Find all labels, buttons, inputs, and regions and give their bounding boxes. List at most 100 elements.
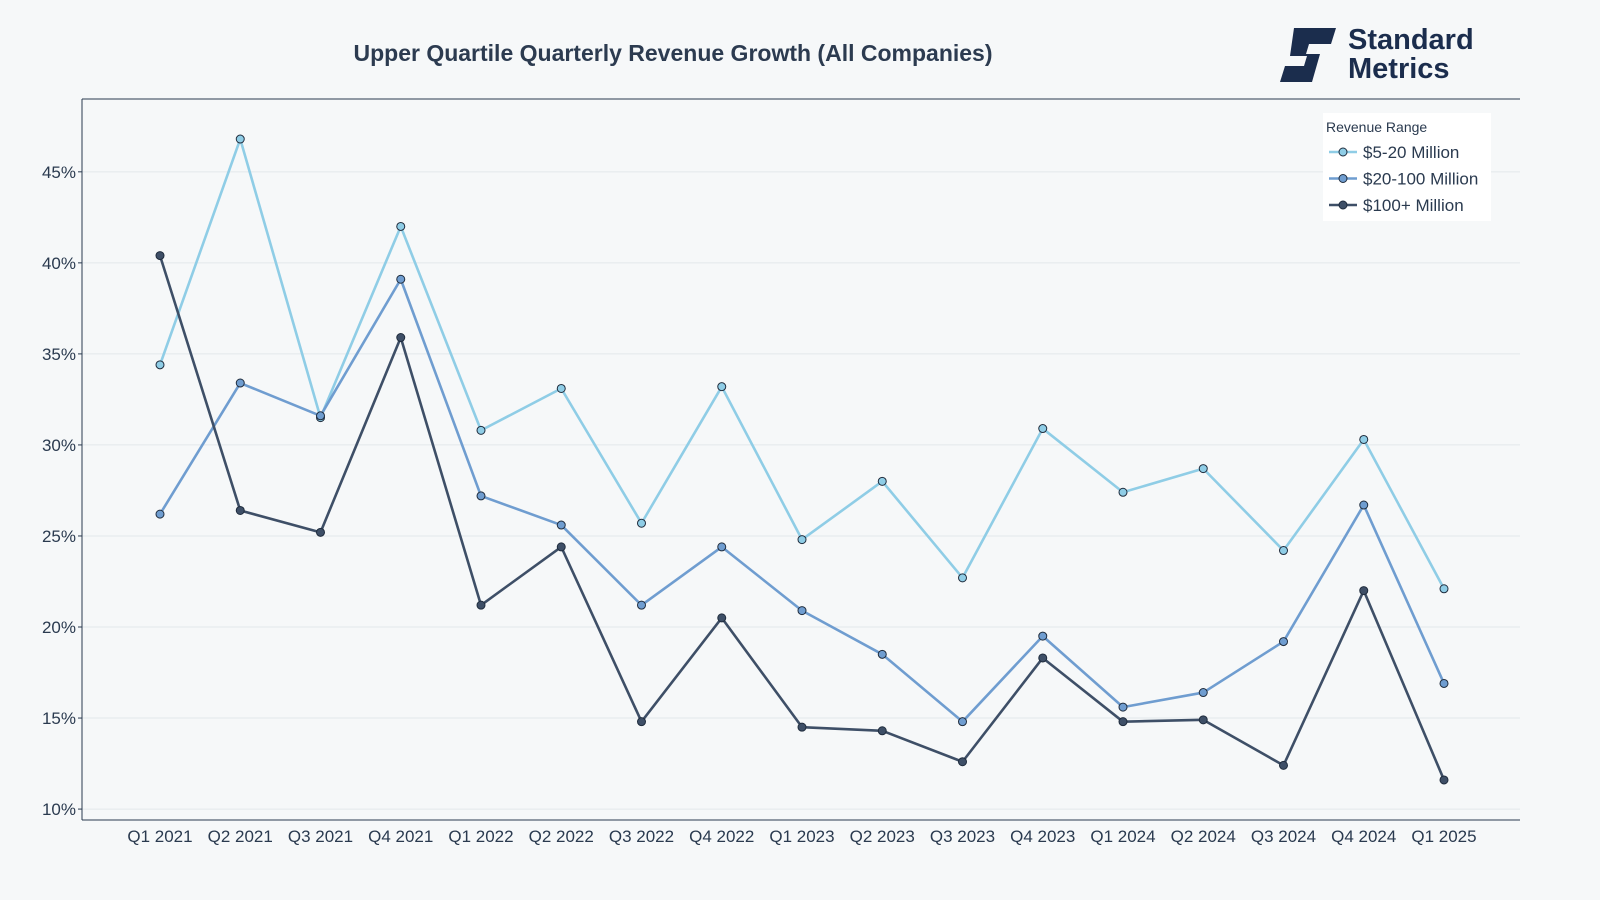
x-axis-ticks: Q1 2021 Q2 2021 Q3 2021 Q4 2021 Q1 2022 Q2 20… [127,827,1476,846]
legend-label: $5-20 Million [1363,143,1459,162]
y-tick-label: 25% [42,527,76,546]
data-point[interactable] [396,221,406,231]
data-point[interactable] [958,573,967,583]
legend-swatch-marker [1338,147,1348,157]
data-point[interactable] [877,726,887,736]
legend-box [1323,113,1491,221]
legend-title: Revenue Range [1326,119,1427,135]
x-tick-label: Q2 2023 [850,827,915,846]
series-2 [155,274,1449,727]
data-point[interactable] [155,251,165,261]
x-tick-label: Q1 2022 [448,827,513,846]
legend-item[interactable]: $20-100 Million [1329,170,1478,189]
x-tick-label: Q2 2022 [529,827,594,846]
data-point[interactable] [556,383,566,393]
legend-swatch-marker [1338,174,1348,183]
data-point[interactable] [1038,424,1048,434]
data-point[interactable] [877,649,887,659]
x-tick-label: Q4 2024 [1331,827,1396,846]
x-tick-label: Q1 2024 [1090,827,1155,846]
x-tick-label: Q3 2023 [930,827,995,846]
data-point[interactable] [1198,688,1208,698]
data-point[interactable] [1198,464,1208,474]
data-point[interactable] [1198,715,1208,725]
brand-wordmark: Standard Metrics [1348,26,1474,84]
data-point[interactable] [316,411,325,421]
data-point[interactable] [396,333,406,343]
x-tick-label: Q1 2023 [769,827,834,846]
y-tick-label: 45% [42,163,76,182]
data-point[interactable] [476,425,486,435]
data-point[interactable] [1279,760,1288,770]
legend-label: $20-100 Million [1363,170,1478,189]
data-point[interactable] [1439,678,1449,688]
data-point[interactable] [717,542,727,552]
series-line [158,277,1446,723]
data-point[interactable] [1439,775,1449,785]
legend-item[interactable]: $100+ Million [1329,196,1464,215]
x-tick-label: Q3 2022 [609,827,674,846]
y-tick-label: 15% [42,709,76,728]
data-point[interactable] [637,717,646,727]
y-tick-label: 35% [42,345,76,364]
x-tick-label: Q1 2021 [127,827,192,846]
data-point[interactable] [637,600,646,610]
chart-title: Upper Quartile Quarterly Revenue Growth … [353,40,993,66]
data-point[interactable] [1359,434,1369,444]
y-tick-label: 40% [42,254,76,273]
y-tick-label: 20% [42,618,76,637]
data-point[interactable] [235,134,245,144]
data-point[interactable] [637,518,646,528]
data-point[interactable] [717,613,727,623]
data-point[interactable] [797,535,807,545]
x-tick-label: Q4 2023 [1010,827,1075,846]
data-point[interactable] [1439,584,1449,594]
data-point[interactable] [877,476,887,486]
brand-name-line-2: Metrics [1348,53,1450,85]
legend[interactable]: Revenue Range $5-20 Million $20-100 Millio… [1323,113,1491,221]
data-point[interactable] [155,360,165,370]
data-point[interactable] [476,600,486,610]
data-point[interactable] [1279,637,1288,647]
data-point[interactable] [556,542,566,552]
data-point[interactable] [316,527,325,537]
y-tick-label: 10% [42,800,76,819]
data-point[interactable] [1118,717,1128,727]
data-point[interactable] [235,378,245,388]
data-point[interactable] [1359,586,1369,596]
x-tick-label: Q4 2022 [689,827,754,846]
data-point[interactable] [556,520,566,530]
gridlines [82,171,1520,810]
data-point[interactable] [235,505,245,515]
data-point[interactable] [1279,546,1288,556]
data-point[interactable] [797,722,807,732]
data-point[interactable] [797,606,807,616]
x-tick-label: Q3 2024 [1251,827,1316,846]
data-point[interactable] [1359,500,1369,510]
series-3 [155,251,1449,785]
data-point[interactable] [958,717,967,727]
data-point[interactable] [1038,653,1048,663]
data-point[interactable] [155,509,165,519]
y-axis-ticks: 10% 15% 20% 25% 30% 35% 40% 45% [42,163,82,819]
series-lines [155,134,1449,785]
data-point[interactable] [1118,702,1128,712]
data-point[interactable] [396,274,406,284]
x-tick-label: Q1 2025 [1411,827,1476,846]
data-point[interactable] [958,757,967,767]
data-point[interactable] [476,491,486,501]
x-tick-label: Q3 2021 [288,827,353,846]
series-line [158,137,1446,590]
x-tick-label: Q2 2024 [1171,827,1236,846]
data-point[interactable] [1118,487,1128,497]
x-tick-label: Q4 2021 [368,827,433,846]
data-point[interactable] [717,382,727,392]
legend-swatch-marker [1338,200,1348,210]
legend-item[interactable]: $5-20 Million [1329,143,1459,162]
brand-logo: Standard Metrics [1280,26,1474,84]
standard-metrics-logo-icon [1280,28,1336,82]
brand-name-line-1: Standard [1348,24,1474,56]
legend-label: $100+ Million [1363,196,1464,215]
data-point[interactable] [1038,631,1048,641]
